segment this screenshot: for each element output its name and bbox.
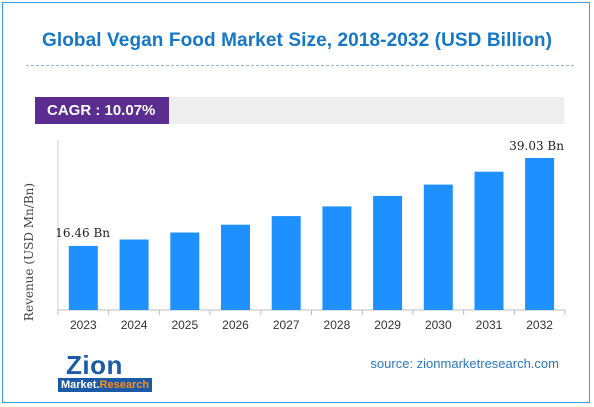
bar-2024 bbox=[119, 239, 149, 310]
bar-2027 bbox=[271, 216, 301, 310]
logo-subtitle: Market.Research bbox=[58, 378, 153, 392]
bar-2026 bbox=[221, 224, 250, 310]
chart-title: Global Vegan Food Market Size, 2018-2032… bbox=[41, 30, 553, 51]
title-divider bbox=[26, 65, 574, 66]
cagr-badge: CAGR : 10.07% bbox=[35, 97, 169, 124]
x-tick-label-2026: 2026 bbox=[222, 318, 249, 332]
zion-logo: Zion bbox=[66, 350, 123, 380]
data-label-last: 39.03 Bn bbox=[509, 139, 564, 153]
x-tick-label-2028: 2028 bbox=[324, 318, 351, 332]
bar-2030 bbox=[423, 184, 453, 310]
logo-sub-suffix: Research bbox=[99, 379, 150, 391]
x-tick-label-2024: 2024 bbox=[121, 318, 148, 332]
bar-2029 bbox=[373, 195, 403, 310]
data-label-first: 16.46 Bn bbox=[55, 226, 110, 240]
x-tick-label-2029: 2029 bbox=[374, 318, 401, 332]
bar-2025 bbox=[170, 232, 200, 310]
x-tick-label-2030: 2030 bbox=[425, 318, 452, 332]
x-tick-label-2025: 2025 bbox=[171, 318, 198, 332]
bar-2032 bbox=[525, 158, 555, 310]
source-text: source: zionmarketresearch.com bbox=[370, 356, 559, 371]
cagr-band bbox=[169, 97, 564, 124]
x-tick-label-2031: 2031 bbox=[476, 318, 503, 332]
x-tick-label-2023: 2023 bbox=[70, 318, 97, 332]
bar-2023 bbox=[68, 245, 98, 310]
x-tick-label-2027: 2027 bbox=[273, 318, 300, 332]
logo-sub-prefix: Market. bbox=[61, 379, 100, 391]
x-tick-label-2032: 2032 bbox=[526, 318, 553, 332]
bar-2028 bbox=[322, 206, 352, 310]
bar-2031 bbox=[474, 171, 504, 310]
